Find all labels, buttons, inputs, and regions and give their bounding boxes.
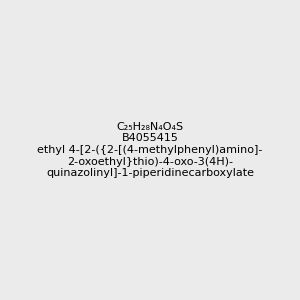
Text: C₂₅H₂₈N₄O₄S
B4055415
ethyl 4-[2-({2-[(4-methylphenyl)amino]-
2-oxoethyl}thio)-4-: C₂₅H₂₈N₄O₄S B4055415 ethyl 4-[2-({2-[(4-… xyxy=(37,122,263,178)
